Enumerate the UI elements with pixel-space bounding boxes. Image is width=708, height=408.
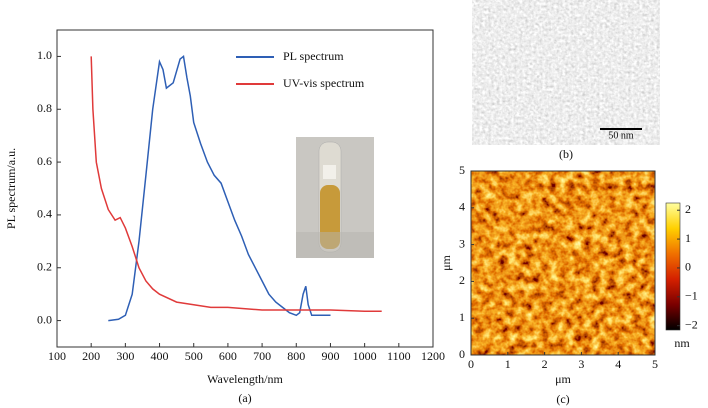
y-axis-label: μm [439, 254, 453, 270]
colorbar-tick-label: 1 [685, 231, 691, 245]
colorbar [665, 202, 681, 331]
y-tick-label: 0.8 [37, 101, 52, 115]
x-tick-label: 2 [542, 357, 548, 371]
legend-label: PL spectrum [283, 49, 344, 63]
x-tick-label: 900 [321, 349, 339, 363]
y-tick-label: 0.2 [37, 260, 52, 274]
plot-frame [470, 170, 656, 356]
y-tick-label: 0.4 [37, 207, 52, 221]
x-tick-label: 400 [151, 349, 169, 363]
colorbar-tick-label: 2 [685, 202, 691, 216]
panel-label: (c) [556, 392, 569, 406]
x-tick-label: 700 [253, 349, 271, 363]
x-tick-label: 200 [82, 349, 100, 363]
afm-image [471, 171, 655, 355]
scale-bar-label: 50 nm [608, 130, 634, 141]
panel-label: (b) [559, 147, 573, 161]
panel-label: (a) [238, 391, 251, 405]
y-tick-label: 1 [459, 310, 465, 324]
y-tick-label: 5 [459, 163, 465, 177]
x-tick-label: 500 [185, 349, 203, 363]
x-tick-label: 1200 [421, 349, 445, 363]
x-tick-label: 1100 [387, 349, 411, 363]
x-tick-label: 600 [219, 349, 237, 363]
plot-frame [56, 29, 434, 348]
y-tick-label: 1.0 [37, 48, 52, 62]
y-tick-label: 4 [459, 200, 465, 214]
y-tick-label: 0.0 [37, 312, 52, 326]
tem-image [472, 0, 660, 145]
inset-photo [296, 137, 374, 258]
x-tick-label: 0 [468, 357, 474, 371]
x-axis-label: Wavelength/nm [207, 372, 283, 386]
colorbar-tick-label: −2 [685, 317, 698, 331]
x-tick-label: 800 [287, 349, 305, 363]
y-tick-label: 3 [459, 236, 465, 250]
legend-label: UV-vis spectrum [283, 76, 365, 90]
x-axis-label: μm [555, 372, 571, 386]
y-axis-label: PL spectrum/a.u. [4, 148, 18, 229]
x-tick-label: 3 [578, 357, 584, 371]
colorbar-label: nm [674, 336, 690, 350]
x-tick-label: 1 [505, 357, 511, 371]
x-tick-label: 4 [615, 357, 621, 371]
colorbar-tick-label: 0 [685, 260, 691, 274]
y-tick-label: 2 [459, 273, 465, 287]
x-tick-label: 5 [652, 357, 658, 371]
y-tick-label: 0.6 [37, 154, 52, 168]
x-tick-label: 100 [48, 349, 66, 363]
colorbar-tick-label: −1 [685, 289, 698, 303]
y-tick-label: 0 [459, 347, 465, 361]
series-line [108, 55, 331, 322]
x-tick-label: 1000 [353, 349, 377, 363]
series-line [90, 56, 382, 313]
x-tick-label: 300 [116, 349, 134, 363]
